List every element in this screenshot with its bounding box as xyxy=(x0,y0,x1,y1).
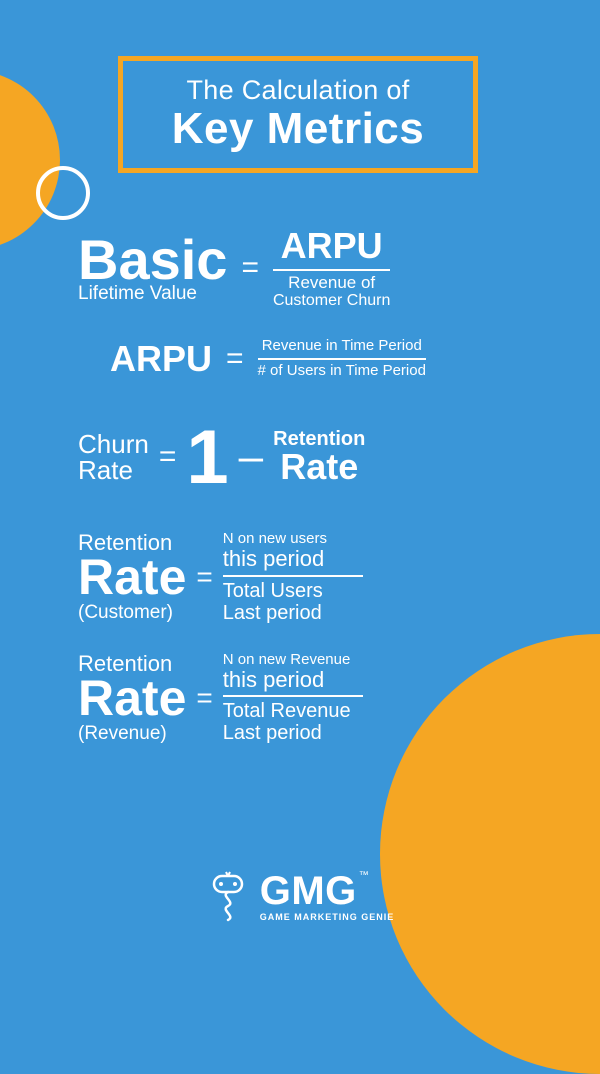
retc-equals: = xyxy=(196,561,212,593)
retc-line2: Rate xyxy=(78,554,186,602)
ltv-fraction: ARPU Revenue of Customer Churn xyxy=(273,226,390,310)
brand-row: GMG™ xyxy=(260,871,395,911)
retr-den2: Last period xyxy=(223,722,322,744)
churn-left: Churn Rate xyxy=(78,431,149,483)
churn-retention2: Rate xyxy=(280,449,358,485)
churn-line2: Rate xyxy=(78,457,149,483)
ltv-big: Basic xyxy=(78,232,227,288)
formula-arpu: ARPU = Revenue in Time Period # of Users… xyxy=(110,338,522,380)
ltv-left: Basic Lifetime Value xyxy=(78,232,227,303)
formula-churn: Churn Rate = 1 – Retention Rate xyxy=(78,414,522,501)
churn-minus: – xyxy=(239,432,263,482)
formula-retention-revenue: Retention Rate (Revenue) = N on new Reve… xyxy=(78,652,522,745)
retr-line2: Rate xyxy=(78,675,186,723)
fraction-line xyxy=(223,695,363,697)
retr-num2: this period xyxy=(223,668,325,692)
arpu-equals: = xyxy=(226,342,244,376)
retc-left: Retention Rate (Customer) xyxy=(78,532,186,623)
churn-equals: = xyxy=(159,440,177,474)
footer-text: GMG™ GAME MARKETING GENIE xyxy=(260,871,395,922)
churn-one: 1 xyxy=(186,414,228,501)
gmg-logo-icon xyxy=(206,868,250,924)
arpu-fraction: Revenue in Time Period # of Users in Tim… xyxy=(258,338,426,379)
ltv-equals: = xyxy=(241,251,259,285)
retr-left: Retention Rate (Revenue) xyxy=(78,653,186,744)
decorative-ring xyxy=(36,166,90,220)
arpu-denominator: # of Users in Time Period xyxy=(258,363,426,380)
retr-fraction: N on new Revenue this period Total Reven… xyxy=(223,652,363,745)
fraction-line xyxy=(223,575,363,577)
fraction-line xyxy=(258,358,426,360)
retr-line3: (Revenue) xyxy=(78,724,186,743)
churn-line1: Churn xyxy=(78,431,149,457)
title-box: The Calculation of Key Metrics xyxy=(118,56,478,173)
retr-equals: = xyxy=(196,682,212,714)
retc-line3: (Customer) xyxy=(78,603,186,622)
retc-den2: Last period xyxy=(223,602,322,624)
ltv-numerator: ARPU xyxy=(281,226,383,266)
arpu-label: ARPU xyxy=(110,338,212,380)
retr-den1: Total Revenue xyxy=(223,700,351,722)
ltv-denom1: Revenue of xyxy=(288,274,375,293)
churn-right: Retention Rate xyxy=(273,429,365,485)
formulas-content: Basic Lifetime Value = ARPU Revenue of C… xyxy=(0,226,600,772)
retc-fraction: N on new users this period Total Users L… xyxy=(223,531,363,624)
tm-symbol: ™ xyxy=(359,870,369,881)
title-line1: The Calculation of xyxy=(143,75,453,106)
arpu-numerator: Revenue in Time Period xyxy=(262,338,422,355)
formula-retention-customer: Retention Rate (Customer) = N on new use… xyxy=(78,531,522,624)
title-line2: Key Metrics xyxy=(143,106,453,152)
footer: GMG™ GAME MARKETING GENIE xyxy=(0,868,600,924)
brand-tagline: GAME MARKETING GENIE xyxy=(260,913,395,922)
decorative-circle-tl xyxy=(0,70,60,250)
ltv-denom2: Customer Churn xyxy=(273,292,390,310)
ltv-sub: Lifetime Value xyxy=(78,284,227,303)
retc-num2: this period xyxy=(223,547,325,571)
formula-basic-ltv: Basic Lifetime Value = ARPU Revenue of C… xyxy=(78,226,522,310)
retc-den1: Total Users xyxy=(223,580,323,602)
retc-num1: N on new users xyxy=(223,531,327,548)
retr-num1: N on new Revenue xyxy=(223,652,351,669)
fraction-line xyxy=(273,269,390,271)
brand-name: GMG xyxy=(260,869,357,913)
